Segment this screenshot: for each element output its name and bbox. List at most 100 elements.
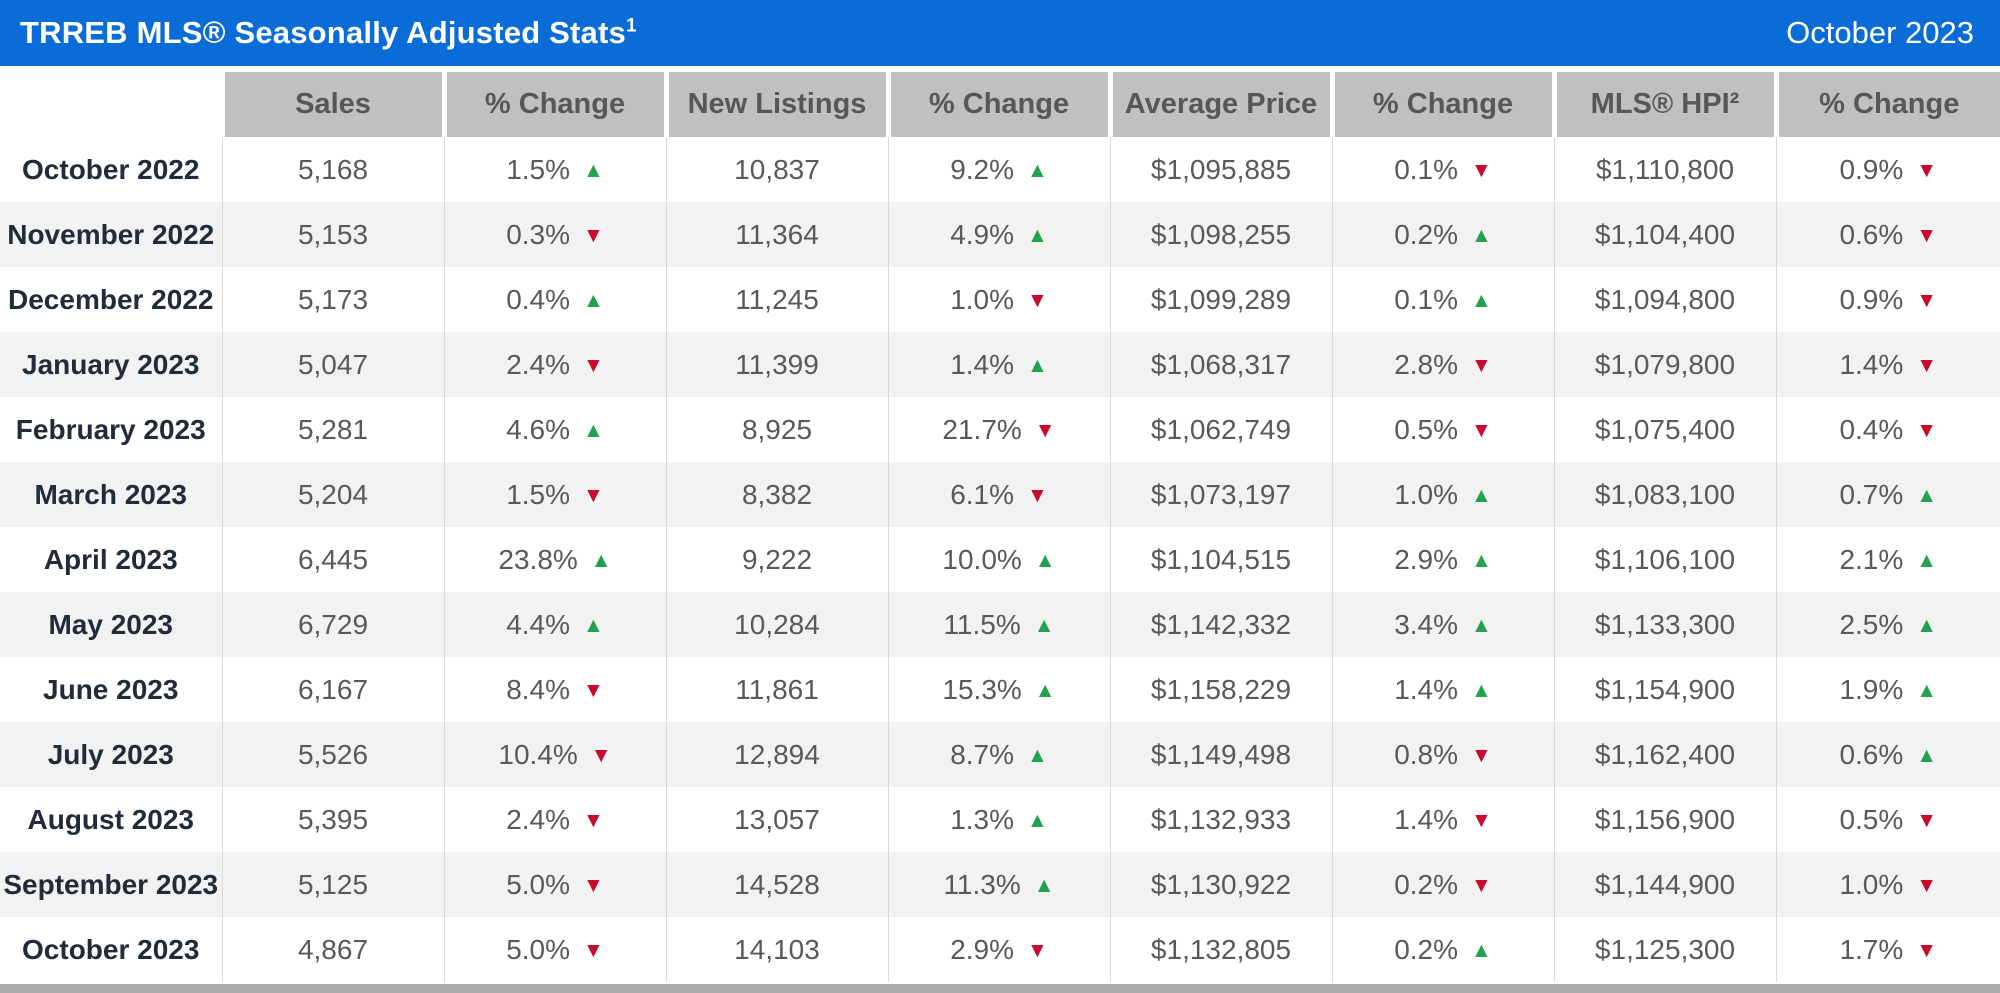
sales-value: 5,168 [221,137,444,202]
new-listings-pct-change-value: 9.2% [950,153,1015,185]
new-listings-pct-change: 8.7% ▲ [887,722,1110,787]
column-header-new-listings-pct-change: % Change [885,72,1110,137]
average-price-pct-change-value: 2.8% [1394,348,1459,380]
column-header-new-listings: New Listings [663,72,888,137]
new-listings-pct-change-value: 2.9% [950,933,1015,965]
sales-pct-change-value: 2.4% [506,803,571,835]
mls-hpi-value: $1,110,800 [1553,137,1776,202]
table-row: January 2023 5,047 2.4% ▼ 11,399 1.4% ▲ $1,068,… [0,332,2000,397]
trend-up-icon: ▲ [1471,548,1492,572]
trend-up-icon: ▲ [1471,938,1492,962]
trend-down-icon: ▼ [1916,418,1938,442]
trend-up-icon: ▲ [1471,223,1492,247]
month-label: December 2022 [8,283,214,315]
sales-pct-change: 2.4% ▼ [443,787,666,852]
mls-hpi-pct-change-value: 2.1% [1839,543,1904,575]
column-header-sales: Sales [219,72,444,137]
page-title: TRREB MLS® Seasonally Adjusted Stats1 [20,15,637,51]
mls-hpi-pct-change: 1.9% ▲ [1775,657,2000,722]
mls-hpi-value: $1,079,800 [1553,332,1776,397]
average-price-pct-change-value: 1.4% [1394,673,1459,705]
mls-hpi-pct-change-value: 0.6% [1839,218,1904,250]
average-price-pct-change: 0.2% ▼ [1331,852,1554,917]
new-listings-value: 8,925 [665,397,888,462]
sales-pct-change-value: 10.4% [498,738,578,770]
new-listings-pct-change: 1.3% ▲ [887,787,1110,852]
new-listings-pct-change-value: 11.5% [943,608,1021,640]
average-price-pct-change: 2.9% ▲ [1331,527,1554,592]
month-label: July 2023 [47,738,174,770]
average-price-pct-change: 0.1% ▼ [1331,137,1554,202]
trend-down-icon: ▼ [1916,808,1938,832]
mls-hpi-pct-change: 1.4% ▼ [1775,332,2000,397]
table-row: May 2023 6,729 4.4% ▲ 10,284 11.5% ▲ $1,142,332… [0,592,2000,657]
mls-hpi-value: $1,083,100 [1553,462,1776,527]
average-price-pct-change: 0.1% ▲ [1331,267,1554,332]
sales-pct-change-value: 2.4% [506,348,571,380]
mls-hpi-pct-change: 1.7% ▼ [1775,917,2000,982]
mls-hpi-pct-change: 0.5% ▼ [1775,787,2000,852]
mls-hpi-value: $1,106,100 [1553,527,1776,592]
column-header-mls-hpi-pct-change: % Change [1773,72,2000,137]
table-row: February 2023 5,281 4.6% ▲ 8,925 21.7% ▼ $1,062… [0,397,2000,462]
average-price-pct-change: 2.8% ▼ [1331,332,1554,397]
stats-table: Sales % Change New Listings % Change Ave… [0,72,2000,982]
trend-down-icon: ▼ [583,808,604,832]
sales-pct-change: 1.5% ▲ [443,137,666,202]
month-label: February 2023 [15,413,206,445]
trend-down-icon: ▼ [1916,353,1938,377]
trend-down-icon: ▼ [1916,873,1938,897]
new-listings-pct-change-value: 10.0% [942,543,1022,575]
average-price-value: $1,142,332 [1109,592,1332,657]
sales-value: 5,395 [221,787,444,852]
average-price-pct-change: 3.4% ▲ [1331,592,1554,657]
column-header-sales-pct-change: % Change [441,72,666,137]
month-label: April 2023 [43,543,178,575]
new-listings-pct-change: 10.0% ▲ [887,527,1110,592]
trend-down-icon: ▼ [1027,483,1048,507]
new-listings-pct-change: 1.0% ▼ [887,267,1110,332]
mls-hpi-pct-change-value: 0.9% [1839,283,1904,315]
table-row: September 2023 5,125 5.0% ▼ 14,528 11.3% ▲ $1,1… [0,852,2000,917]
trend-up-icon: ▲ [1027,743,1048,767]
average-price-pct-change-value: 1.0% [1394,478,1459,510]
trend-down-icon: ▼ [1034,418,1056,442]
mls-hpi-pct-change-value: 0.6% [1839,738,1904,770]
column-header-row: Sales % Change New Listings % Change Ave… [0,72,2000,137]
sales-value: 5,047 [221,332,444,397]
mls-hpi-value: $1,154,900 [1553,657,1776,722]
mls-hpi-value: $1,162,400 [1553,722,1776,787]
new-listings-pct-change-value: 15.3% [942,673,1022,705]
new-listings-pct-change: 15.3% ▲ [887,657,1110,722]
new-listings-pct-change-value: 11.3% [943,868,1021,900]
sales-pct-change-value: 8.4% [506,673,571,705]
trend-down-icon: ▼ [1027,288,1048,312]
sales-value: 5,173 [221,267,444,332]
column-header-mls-hpi: MLS® HPI² [1551,72,1776,137]
month-label: June 2023 [43,673,179,705]
mls-hpi-pct-change-value: 1.9% [1839,673,1904,705]
mls-hpi-pct-change: 0.9% ▼ [1775,267,2000,332]
trend-down-icon: ▼ [583,938,604,962]
average-price-value: $1,149,498 [1109,722,1332,787]
trend-down-icon: ▼ [1916,938,1938,962]
table-body: October 2022 5,168 1.5% ▲ 10,837 9.2% ▲ $1,095,… [0,137,2000,982]
month-label: August 2023 [27,803,195,835]
new-listings-pct-change-value: 4.9% [950,218,1015,250]
new-listings-pct-change: 6.1% ▼ [887,462,1110,527]
sales-pct-change-value: 1.5% [506,153,571,185]
sales-pct-change: 4.6% ▲ [443,397,666,462]
sales-pct-change: 5.0% ▼ [443,852,666,917]
trend-down-icon: ▼ [583,678,604,702]
average-price-pct-change-value: 0.5% [1394,413,1459,445]
trend-down-icon: ▼ [1471,873,1492,897]
trend-up-icon: ▲ [1027,223,1048,247]
sales-pct-change-value: 5.0% [506,868,571,900]
mls-hpi-pct-change: 0.7% ▲ [1775,462,2000,527]
mls-hpi-value: $1,125,300 [1553,917,1776,982]
trend-up-icon: ▲ [1033,613,1055,637]
mls-hpi-value: $1,156,900 [1553,787,1776,852]
average-price-value: $1,130,922 [1109,852,1332,917]
table-row: March 2023 5,204 1.5% ▼ 8,382 6.1% ▼ $1,073,197… [0,462,2000,527]
mls-hpi-pct-change: 1.0% ▼ [1775,852,2000,917]
